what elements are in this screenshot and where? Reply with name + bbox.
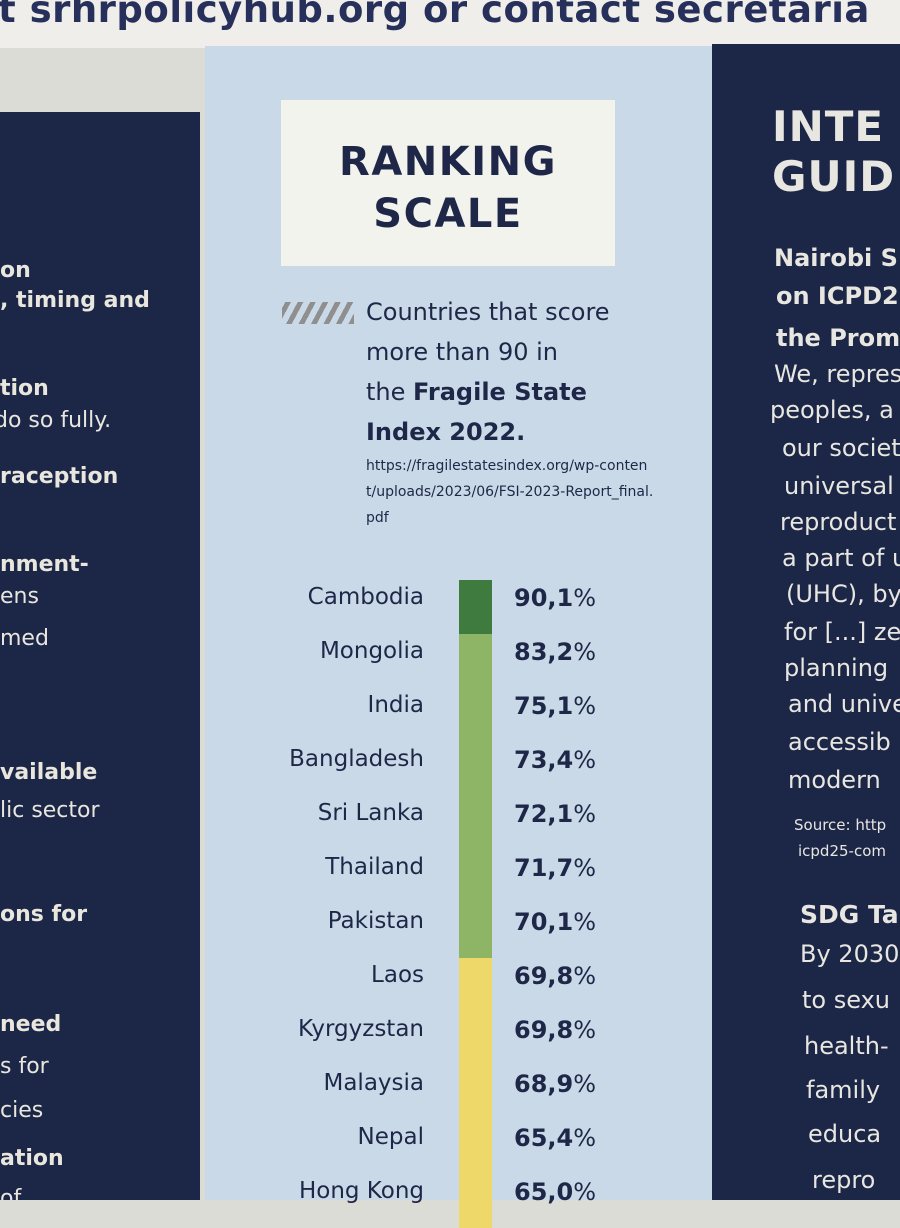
left-column-line: ens [0, 584, 39, 609]
right-column-line: reproduct [780, 508, 897, 536]
right-column-line: on ICPD2 [776, 282, 899, 310]
legend-line-1: Countries that score [366, 298, 610, 326]
rank-color-segment [459, 904, 492, 958]
country-name: Pakistan [327, 908, 424, 934]
left-column-line: ation [0, 1146, 64, 1171]
legend-line-4: Index 2022. [366, 412, 676, 452]
right-column-line: and unive [788, 690, 900, 718]
country-name: Cambodia [307, 584, 424, 610]
country-name: Kyrgyzstan [297, 1016, 424, 1042]
right-column-line: to sexu [802, 986, 890, 1014]
country-name: Bangladesh [289, 746, 424, 772]
left-column-line: vailable [0, 760, 98, 785]
country-name: Mongolia [319, 638, 424, 664]
country-name: Malaysia [323, 1070, 424, 1096]
top-banner: t srhrpolicyhub.org or contact secretari… [0, 0, 900, 48]
right-column-line: accessib [788, 728, 891, 756]
left-column-line: tion [0, 376, 49, 401]
left-column-line: nment- [0, 552, 89, 577]
country-score: 65,0% [514, 1178, 597, 1206]
ranking-title: RANKING SCALE [281, 136, 615, 240]
rank-color-segment [459, 580, 492, 634]
rank-color-segment [459, 850, 492, 904]
right-column-line: We, repres [774, 360, 900, 388]
legend-description: Countries that score more than 90 in the… [366, 292, 676, 452]
legend-bold-4: Index 2022. [366, 418, 526, 446]
left-column-line: , timing and [0, 288, 150, 313]
country-score: 75,1% [514, 692, 597, 720]
right-column-line: our societ [782, 434, 900, 462]
right-column-line: modern [788, 766, 881, 794]
source-link[interactable]: https://fragilestatesindex.org/wp-conten… [366, 458, 654, 526]
left-column-line: do so fully. [0, 408, 112, 433]
hatched-legend-icon [282, 302, 354, 324]
right-column-line: the Prom [776, 324, 900, 352]
right-column-line: family [806, 1076, 881, 1104]
right-column-line: By 2030 [800, 940, 900, 968]
right-column-line: peoples, a [770, 396, 894, 424]
country-score: 90,1% [514, 584, 597, 612]
legend-line-3: the Fragile State [366, 372, 676, 412]
legend-line-2: more than 90 in [366, 338, 559, 366]
legend-bold-3: Fragile State [413, 378, 587, 406]
country-name: Nepal [357, 1124, 424, 1150]
right-column-line: (UHC), by [786, 580, 900, 608]
country-name: India [367, 692, 424, 718]
country-name: Hong Kong [298, 1178, 424, 1204]
country-score: 83,2% [514, 638, 597, 666]
rank-color-segment [459, 742, 492, 796]
left-column-line: need [0, 1012, 62, 1037]
left-column: on , timing and tion do so fully. raception n… [0, 112, 200, 1200]
rank-color-segment [459, 688, 492, 742]
right-column-line: GUID [772, 152, 896, 201]
country-score: 72,1% [514, 800, 597, 828]
left-column-line: s for [0, 1054, 49, 1079]
country-score: 65,4% [514, 1124, 597, 1152]
right-column-line: health- [804, 1032, 889, 1060]
left-column-line: ons for [0, 902, 88, 927]
country-score: 73,4% [514, 746, 597, 774]
country-score: 68,9% [514, 1070, 597, 1098]
right-column-line: planning [784, 654, 889, 682]
right-column-line: INTE [772, 102, 885, 151]
right-column-line: Nairobi S [774, 244, 898, 272]
ranking-title-line-1: RANKING [339, 139, 557, 185]
country-name: Sri Lanka [317, 800, 424, 826]
left-column-line: of [0, 1186, 22, 1200]
rank-color-segment [459, 1012, 492, 1066]
rank-color-segment [459, 634, 492, 688]
right-column-line: universal a [784, 472, 900, 500]
country-score: 69,8% [514, 1016, 597, 1044]
right-column-line: SDG Ta [800, 900, 899, 929]
legend-line-3-text: the [366, 378, 406, 406]
right-column-line: for [...] zer [784, 618, 900, 646]
right-column: INTE GUID Nairobi S on ICPD2 the Prom We, rep… [712, 44, 900, 1200]
rank-color-segment [459, 958, 492, 1012]
rank-color-segment [459, 1066, 492, 1120]
right-column-line: educa [808, 1120, 882, 1148]
ranking-title-box: RANKING SCALE [281, 100, 615, 266]
right-column-line: Source: http [794, 816, 887, 834]
ranking-title-line-2: SCALE [373, 191, 523, 237]
left-column-line: on [0, 258, 31, 283]
left-column-line: med [0, 626, 49, 651]
right-column-line: repro [812, 1166, 876, 1194]
country-score: 70,1% [514, 908, 597, 936]
left-column-line: cies [0, 1098, 44, 1123]
left-column-line: lic sector [0, 798, 100, 823]
left-column-line: raception [0, 464, 119, 489]
rank-color-segment [459, 796, 492, 850]
country-score: 71,7% [514, 854, 597, 882]
country-score: 69,8% [514, 962, 597, 990]
rank-color-segment [459, 1174, 492, 1228]
right-column-line: a part of u [782, 544, 900, 572]
right-column-line: icpd25-com [798, 842, 886, 860]
top-banner-text: t srhrpolicyhub.org or contact secretari… [0, 0, 870, 31]
rank-color-segment [459, 1120, 492, 1174]
country-name: Laos [371, 962, 424, 988]
country-name: Thailand [325, 854, 424, 880]
